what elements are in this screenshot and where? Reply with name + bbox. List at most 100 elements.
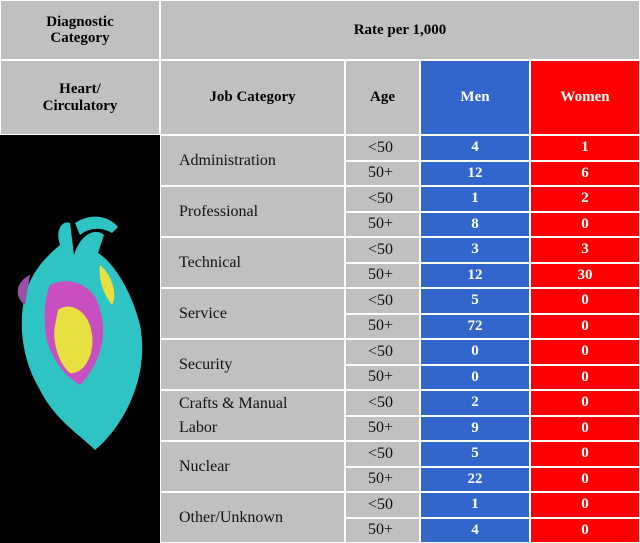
men-rate: 4 (420, 135, 530, 161)
women-rate-text: 0 (581, 471, 589, 488)
men-rate: 8 (420, 212, 530, 238)
women-header-text: Women (560, 89, 609, 106)
age: 50+ (345, 161, 420, 187)
age-text: 50+ (368, 266, 393, 284)
men-rate: 72 (420, 314, 530, 340)
age-text: 50+ (368, 419, 393, 437)
women-rate: 0 (530, 314, 640, 340)
women-rate-text: 3 (581, 241, 589, 258)
age: 50+ (345, 467, 420, 493)
age: <50 (345, 339, 420, 365)
job-category: Service (160, 288, 345, 339)
job-category-text: Crafts & Manual Labor (179, 392, 304, 440)
age: 50+ (345, 314, 420, 340)
men-rate-text: 1 (471, 190, 479, 207)
job-category-text: Security (179, 353, 232, 377)
age: 50+ (345, 212, 420, 238)
women-rate: 2 (530, 186, 640, 212)
age-text: <50 (368, 292, 393, 310)
women-rate: 0 (530, 492, 640, 518)
women-rate: 0 (530, 467, 640, 493)
men-rate-text: 22 (468, 471, 483, 488)
women-rate: 0 (530, 365, 640, 391)
job-category: Professional (160, 186, 345, 237)
women-rate: 6 (530, 161, 640, 187)
job-category: Crafts & Manual Labor (160, 390, 345, 441)
job-category-text: Professional (179, 200, 258, 224)
age-text: 50+ (368, 317, 393, 335)
women-rate: 0 (530, 441, 640, 467)
rate-header: Rate per 1,000 (160, 0, 640, 60)
age-text: 50+ (368, 368, 393, 386)
women-rate-text: 6 (581, 165, 589, 182)
diagnostic-category-header-text: Diagnostic Category (30, 14, 130, 47)
men-header: Men (420, 60, 530, 135)
age-text: 50+ (368, 164, 393, 182)
men-rate-text: 2 (471, 394, 479, 411)
men-rate: 5 (420, 288, 530, 314)
men-rate-text: 9 (471, 420, 479, 437)
women-rate: 0 (530, 212, 640, 238)
age: <50 (345, 288, 420, 314)
age: <50 (345, 237, 420, 263)
men-rate: 5 (420, 441, 530, 467)
women-rate: 0 (530, 390, 640, 416)
men-rate: 0 (420, 339, 530, 365)
job-category-header: Job Category (160, 60, 345, 135)
job-category-text: Administration (179, 149, 276, 173)
age-text: <50 (368, 241, 393, 259)
job-category: Technical (160, 237, 345, 288)
men-rate: 1 (420, 186, 530, 212)
job-category-text: Service (179, 302, 227, 326)
age-text: 50+ (368, 215, 393, 233)
job-category-text: Other/Unknown (179, 506, 283, 530)
men-rate: 0 (420, 365, 530, 391)
men-rate-text: 4 (471, 139, 479, 156)
data-table: Diagnostic CategoryRate per 1,000Heart/ … (0, 0, 640, 543)
women-rate-text: 1 (581, 139, 589, 156)
job-category-text: Nuclear (179, 455, 230, 479)
women-rate: 0 (530, 339, 640, 365)
age: <50 (345, 441, 420, 467)
age-text: 50+ (368, 521, 393, 539)
women-header: Women (530, 60, 640, 135)
women-rate-text: 30 (578, 267, 593, 284)
age: <50 (345, 186, 420, 212)
men-rate: 12 (420, 161, 530, 187)
age: <50 (345, 390, 420, 416)
age-text: <50 (368, 394, 393, 412)
women-rate-text: 0 (581, 369, 589, 386)
women-rate: 3 (530, 237, 640, 263)
men-rate: 4 (420, 518, 530, 543)
diagnostic-category-header: Diagnostic Category (0, 0, 160, 60)
heart-image (0, 135, 160, 543)
men-rate-text: 5 (471, 292, 479, 309)
age-text: 50+ (368, 470, 393, 488)
job-category: Administration (160, 135, 345, 186)
job-category-text: Technical (179, 251, 241, 275)
age: 50+ (345, 365, 420, 391)
men-rate-text: 12 (468, 267, 483, 284)
women-rate: 0 (530, 518, 640, 543)
age: 50+ (345, 263, 420, 289)
age: <50 (345, 492, 420, 518)
women-rate-text: 0 (581, 496, 589, 513)
age-header: Age (345, 60, 420, 135)
women-rate: 30 (530, 263, 640, 289)
men-rate-text: 0 (471, 343, 479, 360)
men-rate: 9 (420, 416, 530, 442)
men-rate: 12 (420, 263, 530, 289)
age-text: <50 (368, 139, 393, 157)
women-rate: 0 (530, 288, 640, 314)
age-text: <50 (368, 190, 393, 208)
women-rate-text: 0 (581, 292, 589, 309)
women-rate-text: 0 (581, 420, 589, 437)
men-rate-text: 3 (471, 241, 479, 258)
job-category: Security (160, 339, 345, 390)
age: 50+ (345, 416, 420, 442)
women-rate: 0 (530, 416, 640, 442)
men-rate: 1 (420, 492, 530, 518)
age: <50 (345, 135, 420, 161)
men-rate-text: 1 (471, 496, 479, 513)
job-category-header-text: Job Category (209, 89, 295, 106)
